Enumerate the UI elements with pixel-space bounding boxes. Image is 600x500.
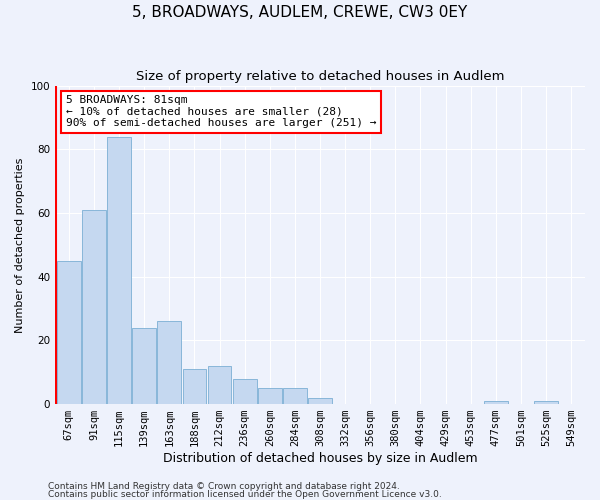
Bar: [308, 398, 332, 404]
Y-axis label: Number of detached properties: Number of detached properties: [15, 157, 25, 332]
Bar: [107, 136, 131, 404]
X-axis label: Distribution of detached houses by size in Audlem: Distribution of detached houses by size …: [163, 452, 478, 465]
Title: Size of property relative to detached houses in Audlem: Size of property relative to detached ho…: [136, 70, 504, 83]
Bar: [283, 388, 307, 404]
Text: 5 BROADWAYS: 81sqm
← 10% of detached houses are smaller (28)
90% of semi-detache: 5 BROADWAYS: 81sqm ← 10% of detached hou…: [65, 95, 376, 128]
Bar: [132, 328, 156, 404]
Bar: [157, 322, 181, 404]
Bar: [208, 366, 232, 404]
Bar: [82, 210, 106, 404]
Bar: [258, 388, 282, 404]
Bar: [182, 369, 206, 404]
Bar: [484, 401, 508, 404]
Bar: [233, 378, 257, 404]
Bar: [57, 260, 81, 404]
Text: Contains HM Land Registry data © Crown copyright and database right 2024.: Contains HM Land Registry data © Crown c…: [48, 482, 400, 491]
Text: 5, BROADWAYS, AUDLEM, CREWE, CW3 0EY: 5, BROADWAYS, AUDLEM, CREWE, CW3 0EY: [133, 5, 467, 20]
Text: Contains public sector information licensed under the Open Government Licence v3: Contains public sector information licen…: [48, 490, 442, 499]
Bar: [534, 401, 558, 404]
